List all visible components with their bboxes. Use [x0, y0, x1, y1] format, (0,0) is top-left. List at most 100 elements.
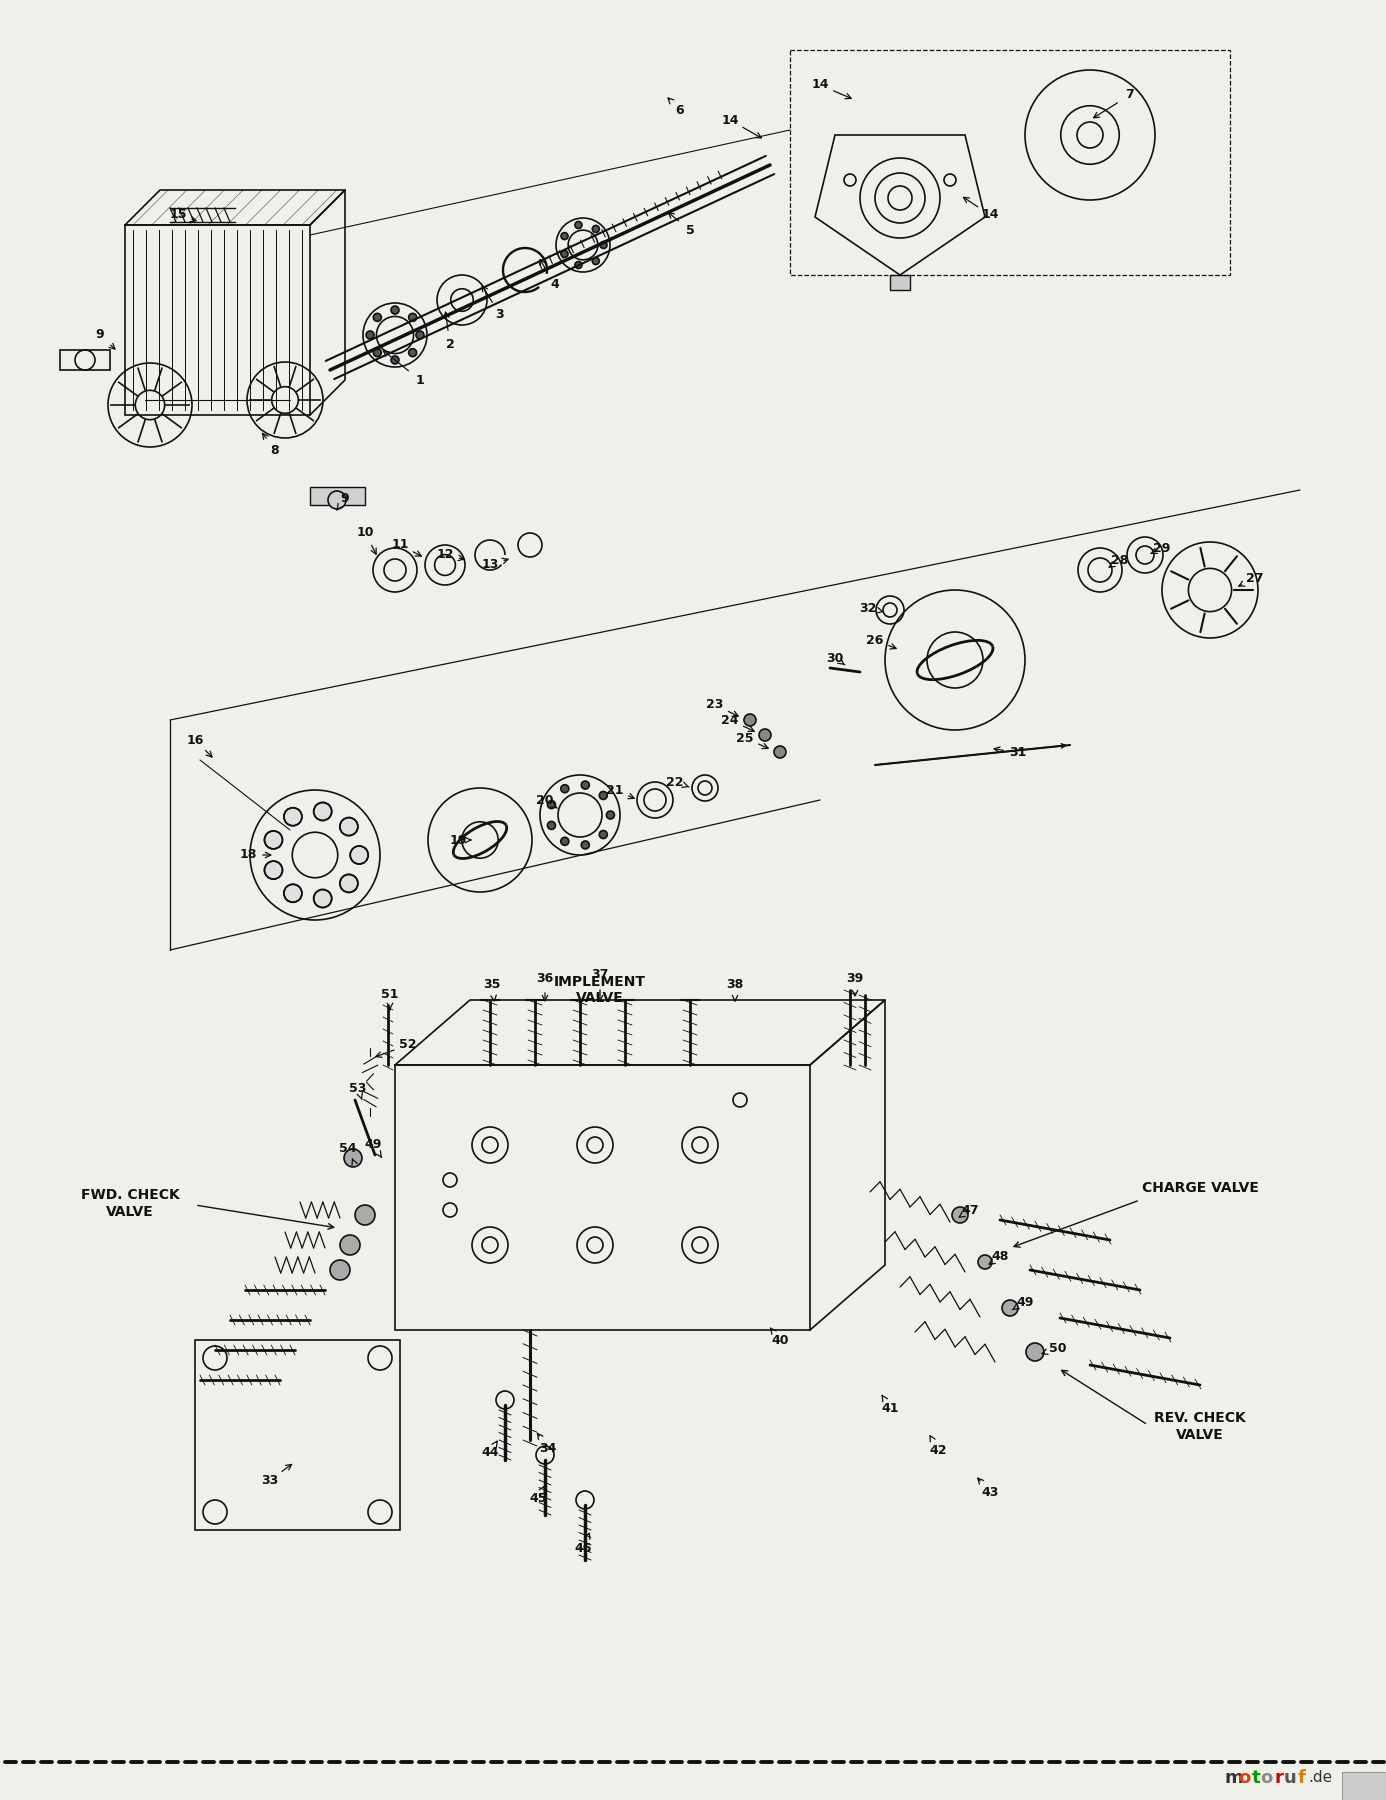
Text: 44: 44	[481, 1445, 499, 1458]
Circle shape	[607, 812, 614, 819]
Circle shape	[561, 837, 568, 846]
Text: 53: 53	[349, 1082, 367, 1094]
Text: 16: 16	[186, 734, 204, 747]
Text: 5: 5	[686, 223, 694, 236]
Text: IMPLEMENT: IMPLEMENT	[554, 976, 646, 988]
Circle shape	[391, 356, 399, 364]
Bar	[890, 275, 911, 290]
Text: 54: 54	[340, 1141, 356, 1154]
Text: 34: 34	[539, 1442, 557, 1454]
Circle shape	[330, 1260, 351, 1280]
Text: 7: 7	[1125, 88, 1134, 101]
Circle shape	[1026, 1343, 1044, 1361]
Circle shape	[391, 306, 399, 313]
Circle shape	[581, 841, 589, 850]
Circle shape	[561, 250, 568, 257]
Text: 51: 51	[381, 988, 399, 1001]
Circle shape	[265, 860, 283, 878]
Circle shape	[265, 832, 283, 850]
Text: o: o	[1260, 1769, 1272, 1787]
Text: 11: 11	[391, 538, 409, 551]
Circle shape	[313, 803, 331, 821]
Circle shape	[952, 1208, 967, 1222]
Circle shape	[561, 785, 568, 792]
Text: f: f	[1299, 1769, 1306, 1787]
Text: 39: 39	[847, 972, 863, 985]
Text: 30: 30	[826, 652, 844, 664]
Circle shape	[340, 1235, 360, 1255]
Text: 26: 26	[866, 634, 884, 646]
Text: VALVE: VALVE	[577, 992, 624, 1004]
Text: 9: 9	[341, 491, 349, 504]
Text: m: m	[1225, 1769, 1243, 1787]
Bar	[60, 349, 109, 371]
Circle shape	[1002, 1300, 1017, 1316]
Circle shape	[284, 808, 302, 826]
Text: 9: 9	[96, 328, 104, 342]
Text: 49: 49	[365, 1139, 381, 1152]
Text: 14: 14	[811, 79, 829, 92]
Text: 19: 19	[449, 833, 467, 846]
Circle shape	[773, 745, 786, 758]
Text: 40: 40	[771, 1334, 789, 1346]
Text: 13: 13	[481, 558, 499, 572]
Circle shape	[344, 1148, 362, 1166]
Text: 42: 42	[929, 1444, 947, 1456]
Text: 23: 23	[707, 698, 723, 711]
Circle shape	[409, 313, 417, 322]
Circle shape	[409, 349, 417, 356]
Text: u: u	[1283, 1769, 1297, 1787]
Text: 20: 20	[536, 794, 554, 806]
Text: 48: 48	[991, 1251, 1009, 1264]
Circle shape	[351, 846, 369, 864]
Text: 18: 18	[240, 848, 256, 862]
Circle shape	[313, 889, 331, 907]
Circle shape	[547, 801, 556, 808]
Text: 14: 14	[721, 113, 739, 126]
Text: 4: 4	[550, 279, 560, 292]
Text: 36: 36	[536, 972, 553, 985]
Text: 2: 2	[446, 338, 455, 351]
Circle shape	[416, 331, 424, 338]
Text: 47: 47	[962, 1204, 979, 1217]
Text: 28: 28	[1112, 554, 1128, 567]
Circle shape	[547, 821, 556, 830]
Circle shape	[340, 817, 358, 835]
Text: 45: 45	[529, 1492, 546, 1505]
Text: 6: 6	[676, 103, 685, 117]
Circle shape	[284, 884, 302, 902]
Text: 32: 32	[859, 601, 877, 614]
Text: 15: 15	[169, 209, 187, 221]
Circle shape	[575, 221, 582, 229]
Text: CHARGE VALVE: CHARGE VALVE	[1142, 1181, 1258, 1195]
Circle shape	[600, 241, 607, 248]
Circle shape	[340, 875, 358, 893]
Text: r: r	[1274, 1769, 1283, 1787]
Text: o: o	[1238, 1769, 1250, 1787]
Circle shape	[575, 261, 582, 268]
Circle shape	[744, 715, 755, 725]
Text: 3: 3	[496, 308, 505, 322]
Text: 29: 29	[1153, 542, 1171, 554]
Circle shape	[760, 729, 771, 742]
Text: FWD. CHECK: FWD. CHECK	[80, 1188, 179, 1202]
Text: 46: 46	[574, 1541, 592, 1555]
Circle shape	[592, 257, 599, 265]
Text: 43: 43	[981, 1485, 999, 1498]
Text: 49: 49	[1016, 1296, 1034, 1309]
Text: 35: 35	[484, 979, 500, 992]
Text: 10: 10	[356, 526, 374, 538]
Text: 12: 12	[437, 549, 453, 562]
Text: VALVE: VALVE	[1177, 1427, 1224, 1442]
Text: VALVE: VALVE	[107, 1204, 154, 1219]
Text: 33: 33	[262, 1474, 279, 1487]
Circle shape	[373, 349, 381, 356]
Circle shape	[328, 491, 346, 509]
Text: REV. CHECK: REV. CHECK	[1155, 1411, 1246, 1426]
Text: 1: 1	[416, 374, 424, 387]
Circle shape	[355, 1204, 376, 1226]
Text: 14: 14	[981, 209, 999, 221]
Circle shape	[373, 313, 381, 322]
Text: .de: .de	[1308, 1771, 1332, 1786]
Circle shape	[599, 830, 607, 839]
